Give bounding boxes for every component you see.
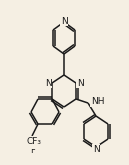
Text: CF₃: CF₃ xyxy=(27,139,41,148)
Text: N: N xyxy=(77,79,83,87)
Text: F: F xyxy=(31,146,35,155)
Text: N: N xyxy=(61,16,67,26)
Text: N: N xyxy=(93,145,99,153)
Text: CF₃: CF₃ xyxy=(26,136,42,146)
Text: NH: NH xyxy=(91,98,104,106)
Text: N: N xyxy=(45,79,51,87)
